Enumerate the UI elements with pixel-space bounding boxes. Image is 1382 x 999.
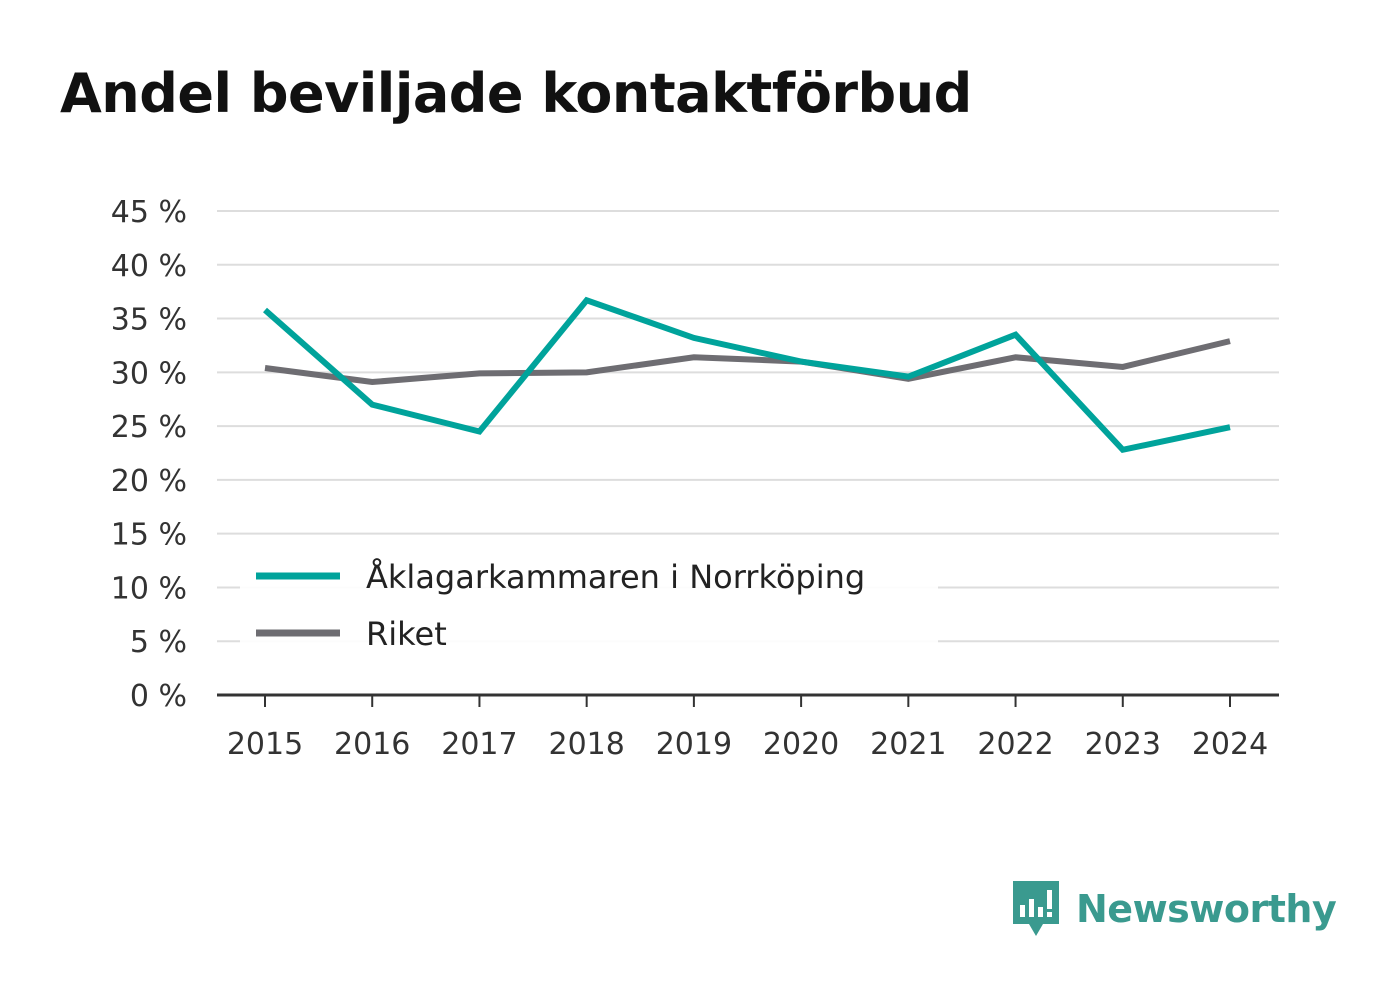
series-lines bbox=[263, 296, 1231, 454]
x-tick-label: 2015 bbox=[227, 727, 303, 762]
newsworthy-logo: Newsworthy bbox=[1010, 878, 1337, 940]
x-tick-label: 2018 bbox=[548, 727, 624, 762]
newsworthy-logo-icon bbox=[1013, 881, 1059, 936]
series-line-1 bbox=[264, 338, 1231, 386]
y-tick-label: 45 % bbox=[111, 195, 187, 230]
x-tick-label: 2016 bbox=[334, 727, 410, 762]
y-tick-label: 20 % bbox=[111, 464, 187, 499]
y-tick-label: 40 % bbox=[111, 249, 187, 284]
x-tick-label: 2022 bbox=[977, 727, 1053, 762]
legend-label-0: Åklagarkammaren i Norrköping bbox=[366, 558, 865, 596]
x-tick-label: 2017 bbox=[441, 727, 517, 762]
y-tick-label: 25 % bbox=[111, 410, 187, 445]
x-tick-label: 2023 bbox=[1085, 727, 1161, 762]
x-tick-label: 2021 bbox=[870, 727, 946, 762]
legend-background bbox=[240, 548, 938, 644]
y-tick-label: 0 % bbox=[130, 679, 187, 714]
x-tick-label: 2020 bbox=[763, 727, 839, 762]
x-axis-ticks: 2015 2016 2017 2018 2019 2020 2021 2022 2023 2024 bbox=[227, 695, 1268, 762]
legend: Åklagarkammaren i Norrköping Riket bbox=[240, 548, 938, 653]
legend-label-1: Riket bbox=[366, 615, 447, 653]
y-axis-ticks: 0 % 5 % 10 % 15 % 20 % 25 % 30 % 35 % 40 % 45 % bbox=[111, 195, 187, 714]
x-tick-label: 2024 bbox=[1192, 727, 1268, 762]
y-tick-label: 5 % bbox=[130, 625, 187, 660]
y-tick-label: 15 % bbox=[111, 518, 187, 553]
y-tick-label: 35 % bbox=[111, 303, 187, 338]
y-tick-label: 30 % bbox=[111, 356, 187, 391]
chart-title: Andel beviljade kontaktförbud bbox=[60, 62, 972, 125]
series-line-0 bbox=[263, 296, 1231, 454]
y-tick-label: 10 % bbox=[111, 571, 187, 606]
x-tick-label: 2019 bbox=[656, 727, 732, 762]
newsworthy-logo-text: Newsworthy bbox=[1076, 887, 1337, 931]
